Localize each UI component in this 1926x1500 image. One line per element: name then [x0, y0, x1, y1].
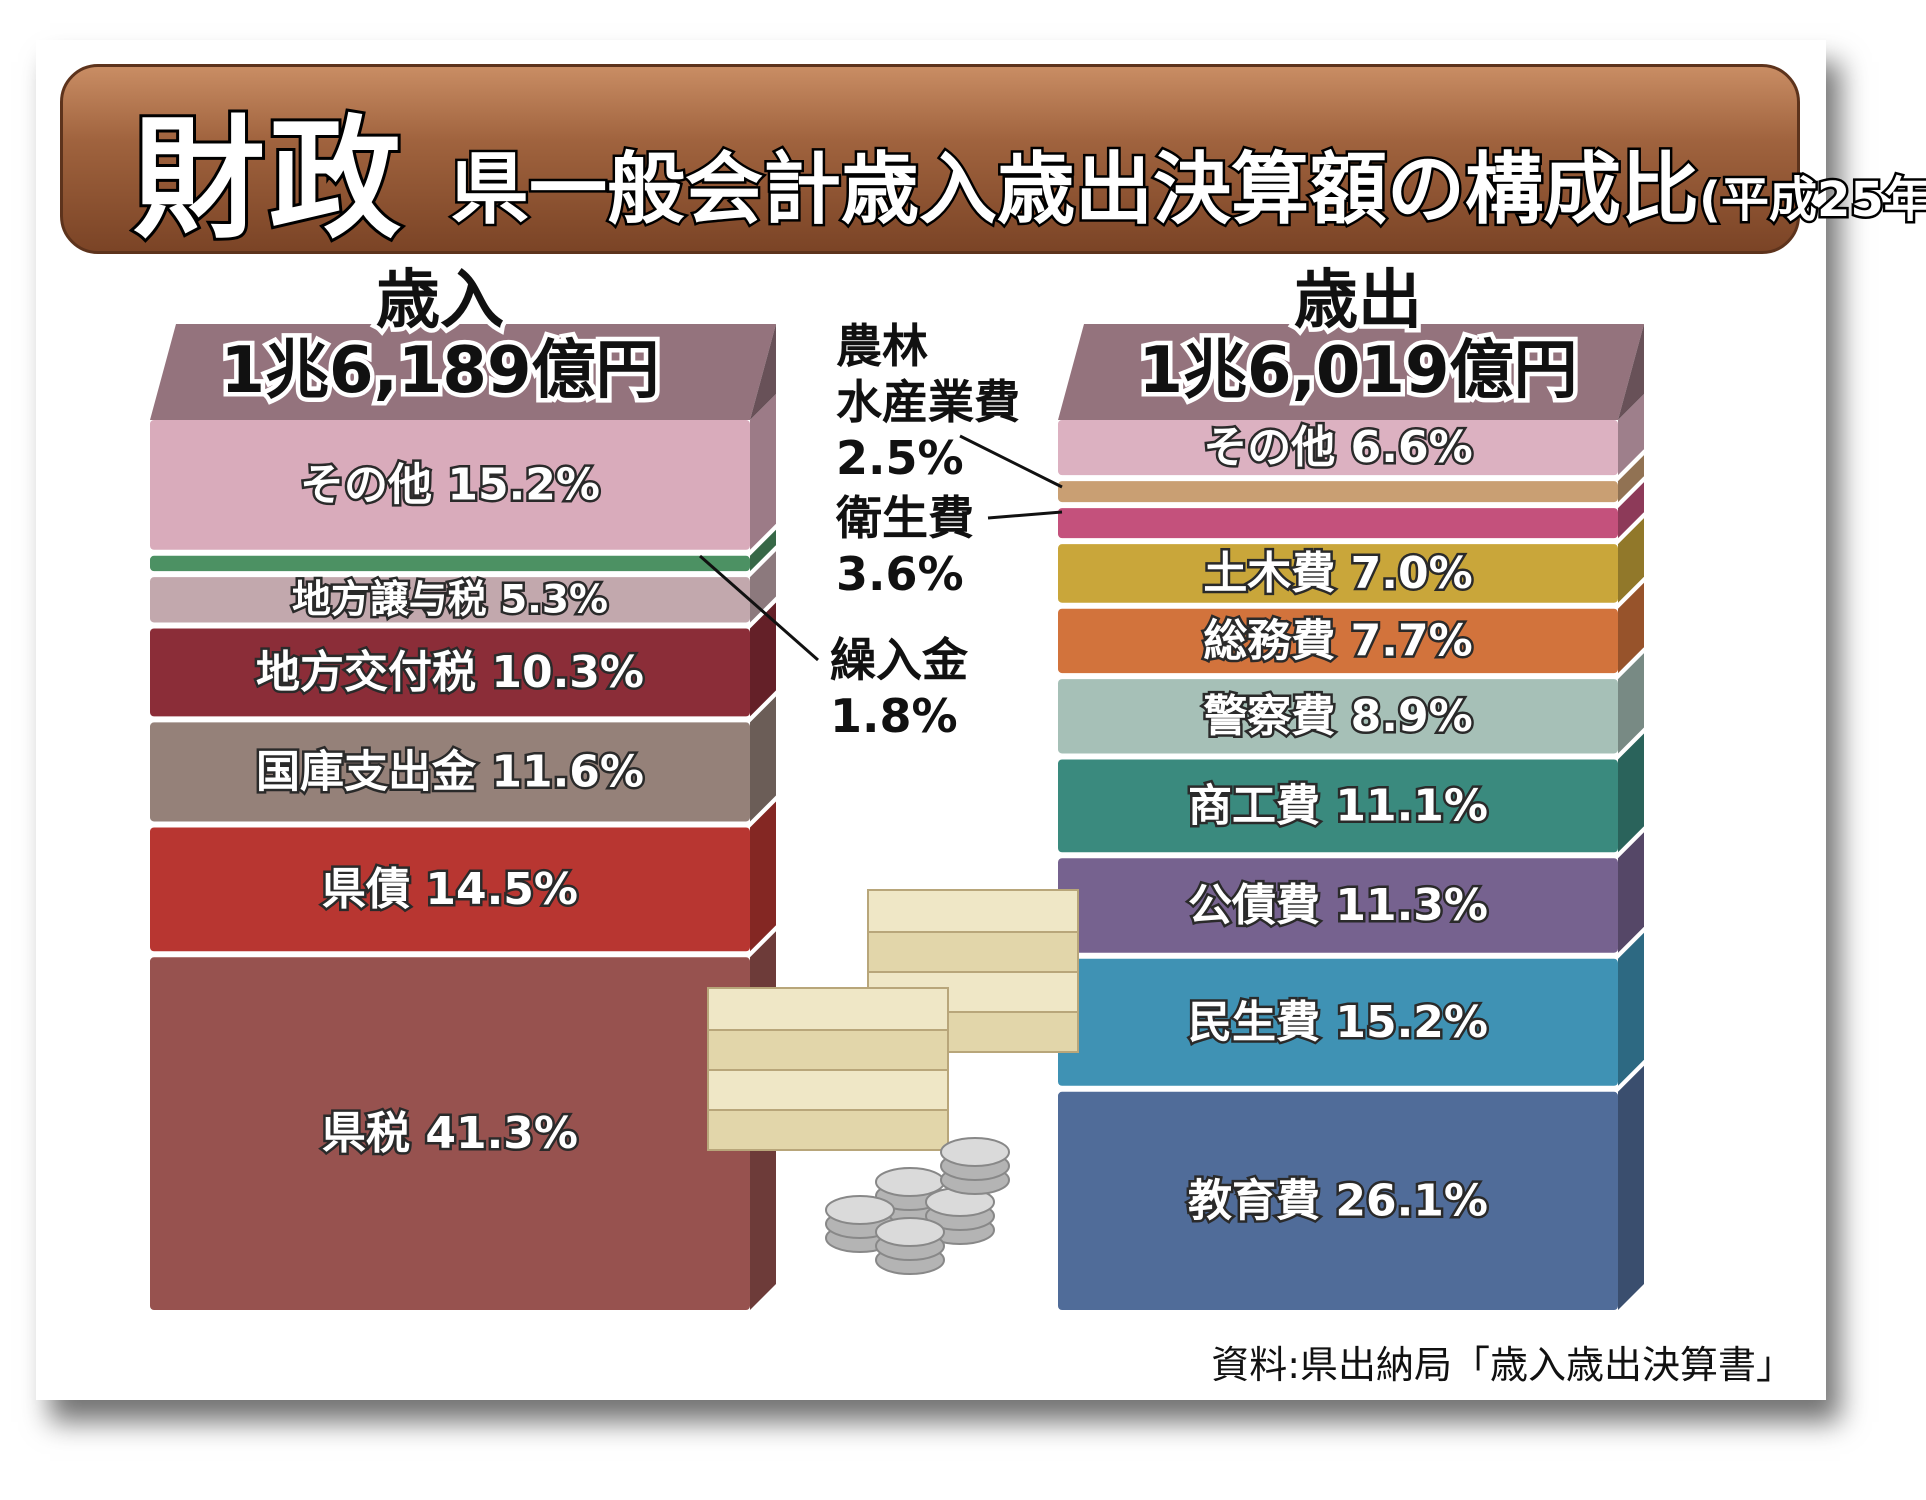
expenditure-segment-bar [1058, 858, 1618, 953]
expenditure-title: 歳出 [1290, 262, 1427, 341]
banknote-stack-left [707, 1107, 949, 1151]
expenditure-segment-label: 公債費 11.3% [1188, 880, 1488, 931]
revenue-segment-side [750, 394, 776, 550]
revenue-segment-label: 地方譲与税 5.3% [292, 577, 608, 622]
coin-stack [875, 1217, 945, 1247]
expenditure-segment-side [1618, 394, 1644, 476]
callout-health-name: 衛生費 [836, 491, 974, 545]
revenue-segment-label: 国庫支出金 11.6% [256, 746, 644, 797]
revenue-stack-top-side [750, 324, 776, 420]
revenue-total: 1兆6,189億円 [216, 332, 664, 411]
banknote-stack-left [707, 1067, 949, 1111]
health-leader-line [987, 510, 1063, 520]
banknote-stack-right [867, 929, 1079, 973]
callout-agriculture-value: 2.5% [836, 431, 964, 485]
revenue-segment-bar [150, 957, 750, 1310]
revenue-segment-side [750, 801, 776, 952]
expenditure-segment-label: 教育費 26.1% [1188, 1175, 1488, 1226]
title-sub: 県一般会計歳入歳出決算額の構成比(平成25年度) [448, 127, 1926, 239]
revenue-segment-bar [150, 827, 750, 952]
expenditure-segment-bar [1058, 608, 1618, 674]
banknote-stack-left [707, 1027, 949, 1071]
revenue-segment-bar [150, 555, 750, 572]
callout-transfer-value: 1.8% [830, 689, 958, 743]
expenditure-total: 1兆6,019億円 [1134, 332, 1582, 411]
banknote-stack-right [867, 889, 1079, 933]
expenditure-segment-label: 土木費 7.0% [1203, 548, 1472, 599]
expenditure-segment-label: 警察費 8.9% [1203, 691, 1472, 742]
expenditure-segment-side [1618, 1065, 1644, 1310]
expenditure-segment-label: 総務費 7.7% [1203, 615, 1472, 666]
expenditure-segment-bar [1058, 508, 1618, 539]
expenditure-segment-side [1618, 518, 1644, 603]
revenue-segment-side [750, 696, 776, 822]
expenditure-segment-bar [1058, 958, 1618, 1086]
coin-stack [825, 1195, 895, 1225]
expenditure-segment-side [1618, 582, 1644, 674]
expenditure-segment-side [1618, 455, 1644, 503]
revenue-segment-label: 地方交付税 10.3% [256, 647, 644, 698]
revenue-segment-label: その他 15.2% [300, 459, 600, 510]
expenditure-segment-bar [1058, 759, 1618, 853]
expenditure-segment-bar [1058, 1091, 1618, 1310]
revenue-segment-bar [150, 577, 750, 623]
expenditure-segment-side [1618, 932, 1644, 1086]
callout-agriculture-name-2: 水産業費 [836, 375, 1020, 429]
callout-agriculture-name-1: 農林 [836, 319, 928, 373]
title-main: 財政 [130, 100, 405, 260]
coin-stack [940, 1137, 1010, 1167]
title-year: (平成25年度) [1697, 170, 1926, 231]
revenue-segment-side [750, 529, 776, 572]
coin-stack [875, 1167, 945, 1197]
expenditure-segment-side [1618, 482, 1644, 539]
expenditure-segment-bar [1058, 679, 1618, 754]
title-banner: 財政 県一般会計歳入歳出決算額の構成比(平成25年度) [60, 64, 1926, 260]
revenue-segment-label: 県税 41.3% [322, 1108, 578, 1159]
revenue-heading: 歳入 1兆6,189億円 [150, 262, 730, 411]
banknote-stack-left [707, 987, 949, 1031]
source-note: 資料:県出納局「歳入歳出決算書」 [1211, 1343, 1794, 1387]
transfer-leader-line [699, 554, 819, 662]
revenue-segment-side [750, 602, 776, 717]
agriculture-leader-line [959, 434, 1063, 489]
expenditure-segment-label: 商工費 11.1% [1188, 780, 1488, 831]
expenditure-stack-top [1058, 324, 1644, 420]
revenue-segment-bar [150, 420, 750, 550]
expenditure-segment-label: 民生費 15.2% [1188, 997, 1488, 1048]
revenue-segment-bar [150, 722, 750, 822]
callout-agriculture: 農林 水産業費 2.5% [836, 318, 1020, 486]
callout-health: 衛生費 3.6% [836, 490, 974, 602]
expenditure-segment-bar [1058, 544, 1618, 603]
expenditure-segment-side [1618, 653, 1644, 754]
expenditure-segment-bar [1058, 481, 1618, 503]
expenditure-heading: 歳出 1兆6,019億円 [1058, 262, 1658, 411]
revenue-segment-label: 県債 14.5% [322, 864, 578, 915]
revenue-segment-bar [150, 628, 750, 717]
callout-transfer: 繰入金 1.8% [830, 632, 968, 744]
expenditure-segment-side [1618, 832, 1644, 953]
expenditure-segment-side [1618, 733, 1644, 853]
expenditure-segment-label: その他 6.6% [1203, 422, 1472, 473]
revenue-stack-top [150, 324, 776, 420]
expenditure-segment-bar [1058, 420, 1618, 476]
revenue-title: 歳入 [372, 262, 509, 341]
title-sub-text: 県一般会計歳入歳出決算額の構成比 [448, 143, 1701, 238]
callout-transfer-name: 繰入金 [830, 633, 968, 687]
expenditure-stack-top-side [1618, 324, 1644, 420]
callout-health-value: 3.6% [836, 547, 964, 601]
